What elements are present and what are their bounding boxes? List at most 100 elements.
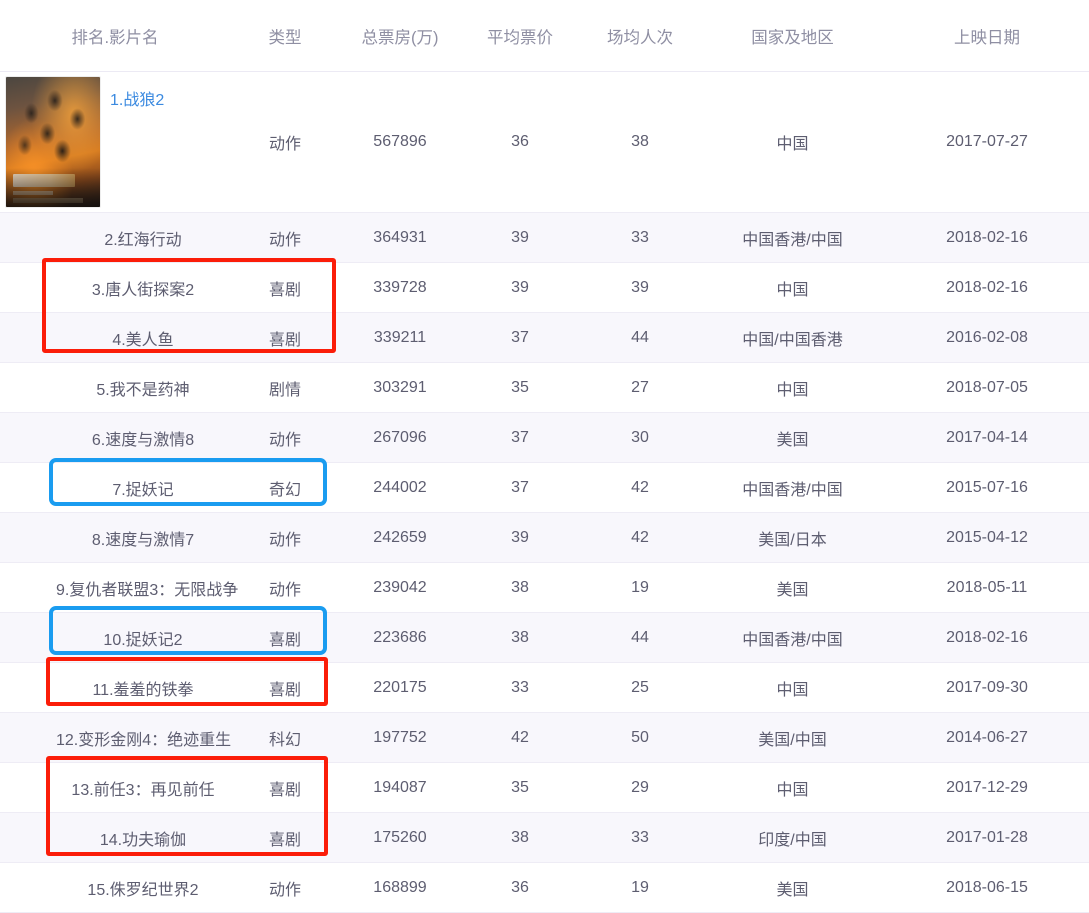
table-row[interactable]: 4.美人鱼 喜剧 339211 37 44 中国/中国香港 2016-02-08: [0, 312, 1089, 363]
table-row[interactable]: 1.战狼2 动作 567896 36 38 中国 2017-07-27: [0, 71, 1089, 213]
cell-release-date: 2016-02-08: [885, 312, 1089, 363]
cell-avg-attendance: 27: [580, 362, 700, 413]
column-header-region[interactable]: 国家及地区: [700, 0, 885, 72]
cell-genre: 喜剧: [230, 312, 340, 363]
column-header-release-date[interactable]: 上映日期: [885, 0, 1089, 72]
cell-genre: 动作: [230, 71, 340, 213]
cell-gross: 339728: [340, 262, 460, 313]
cell-gross: 168899: [340, 862, 460, 913]
poster-title-art: [13, 174, 75, 187]
cell-genre: 动作: [230, 562, 340, 613]
cell-region: 美国/中国: [700, 712, 885, 763]
column-header-avg-attendance[interactable]: 场均人次: [580, 0, 700, 72]
cell-gross: 267096: [340, 412, 460, 463]
cell-region: 中国: [700, 362, 885, 413]
cell-rank-name: 1.战狼2: [0, 71, 230, 213]
cell-gross: 197752: [340, 712, 460, 763]
cell-release-date: 2018-06-15: [885, 862, 1089, 913]
column-header-gross[interactable]: 总票房(万): [340, 0, 460, 72]
cell-rank-name: 13.前任3：再见前任: [0, 762, 230, 813]
cell-avg-price: 39: [460, 512, 580, 563]
cell-gross: 194087: [340, 762, 460, 813]
cell-avg-price: 39: [460, 262, 580, 313]
cell-release-date: 2017-07-27: [885, 71, 1089, 213]
cell-rank-name: 6.速度与激情8: [0, 412, 230, 463]
cell-release-date: 2017-01-28: [885, 812, 1089, 863]
table-row[interactable]: 11.羞羞的铁拳 喜剧 220175 33 25 中国 2017-09-30: [0, 662, 1089, 713]
cell-avg-attendance: 30: [580, 412, 700, 463]
cell-avg-attendance: 33: [580, 812, 700, 863]
poster-subtitle-art-2: [13, 198, 83, 203]
movie-poster-image[interactable]: [6, 77, 100, 207]
table-row[interactable]: 7.捉妖记 奇幻 244002 37 42 中国香港/中国 2015-07-16: [0, 462, 1089, 513]
cell-avg-attendance: 42: [580, 512, 700, 563]
cell-avg-price: 37: [460, 462, 580, 513]
cell-rank-name: 7.捉妖记: [0, 462, 230, 513]
cell-avg-price: 36: [460, 71, 580, 213]
cell-release-date: 2017-04-14: [885, 412, 1089, 463]
cell-release-date: 2018-02-16: [885, 262, 1089, 313]
cell-avg-price: 38: [460, 562, 580, 613]
cell-rank-name: 15.侏罗纪世界2: [0, 862, 230, 913]
column-header-rank-name[interactable]: 排名.影片名: [0, 0, 230, 72]
cell-region: 中国: [700, 662, 885, 713]
table-row[interactable]: 3.唐人街探案2 喜剧 339728 39 39 中国 2018-02-16: [0, 262, 1089, 313]
table-row[interactable]: 10.捉妖记2 喜剧 223686 38 44 中国香港/中国 2018-02-…: [0, 612, 1089, 663]
cell-gross: 239042: [340, 562, 460, 613]
cell-avg-attendance: 25: [580, 662, 700, 713]
cell-gross: 220175: [340, 662, 460, 713]
cell-region: 美国: [700, 412, 885, 463]
cell-rank-name: 10.捉妖记2: [0, 612, 230, 663]
cell-avg-attendance: 50: [580, 712, 700, 763]
cell-region: 中国香港/中国: [700, 212, 885, 263]
cell-region: 中国: [700, 71, 885, 213]
cell-avg-attendance: 33: [580, 212, 700, 263]
film-title-link[interactable]: 1.战狼2: [110, 92, 165, 109]
table-row[interactable]: 14.功夫瑜伽 喜剧 175260 38 33 印度/中国 2017-01-28: [0, 812, 1089, 863]
table-row[interactable]: 13.前任3：再见前任 喜剧 194087 35 29 中国 2017-12-2…: [0, 762, 1089, 813]
cell-genre: 喜剧: [230, 662, 340, 713]
cell-release-date: 2015-04-12: [885, 512, 1089, 563]
table-row[interactable]: 15.侏罗纪世界2 动作 168899 36 19 美国 2018-06-15: [0, 862, 1089, 913]
cell-region: 中国: [700, 762, 885, 813]
cell-avg-price: 37: [460, 312, 580, 363]
table-row[interactable]: 2.红海行动 动作 364931 39 33 中国香港/中国 2018-02-1…: [0, 212, 1089, 263]
cell-rank-name: 12.变形金刚4：绝迹重生: [0, 712, 231, 763]
cell-release-date: 2017-12-29: [885, 762, 1089, 813]
cell-avg-attendance: 19: [580, 562, 700, 613]
table-row[interactable]: 8.速度与激情7 动作 242659 39 42 美国/日本 2015-04-1…: [0, 512, 1089, 563]
table-row[interactable]: 5.我不是药神 剧情 303291 35 27 中国 2018-07-05: [0, 362, 1089, 413]
cell-release-date: 2015-07-16: [885, 462, 1089, 513]
cell-region: 中国: [700, 262, 885, 313]
cell-genre: 剧情: [230, 362, 340, 413]
table-row[interactable]: 6.速度与激情8 动作 267096 37 30 美国 2017-04-14: [0, 412, 1089, 463]
cell-release-date: 2018-02-16: [885, 612, 1089, 663]
cell-avg-price: 37: [460, 412, 580, 463]
cell-rank-name: 14.功夫瑜伽: [0, 812, 230, 863]
table-header-row: 排名.影片名 类型 总票房(万) 平均票价 场均人次 国家及地区 上映日期: [0, 0, 1089, 72]
cell-avg-price: 35: [460, 762, 580, 813]
cell-avg-price: 35: [460, 362, 580, 413]
cell-region: 印度/中国: [700, 812, 885, 863]
cell-avg-price: 39: [460, 212, 580, 263]
cell-genre: 动作: [230, 212, 340, 263]
cell-avg-attendance: 44: [580, 612, 700, 663]
column-header-genre[interactable]: 类型: [230, 0, 340, 72]
table-body: 1.战狼2 动作 567896 36 38 中国 2017-07-27 2.红海…: [0, 71, 1089, 913]
cell-region: 中国/中国香港: [700, 312, 885, 363]
cell-gross: 244002: [340, 462, 460, 513]
cell-gross: 339211: [340, 312, 460, 363]
poster-subtitle-art-1: [13, 191, 53, 195]
cell-region: 美国: [700, 862, 885, 913]
cell-genre: 动作: [230, 862, 340, 913]
cell-release-date: 2017-09-30: [885, 662, 1089, 713]
cell-rank-name: 8.速度与激情7: [0, 512, 230, 563]
table-row[interactable]: 9.复仇者联盟3：无限战争 动作 239042 38 19 美国 2018-05…: [0, 562, 1089, 613]
table-header: 排名.影片名 类型 总票房(万) 平均票价 场均人次 国家及地区 上映日期: [0, 0, 1089, 72]
cell-avg-attendance: 19: [580, 862, 700, 913]
column-header-avg-price[interactable]: 平均票价: [460, 0, 580, 72]
cell-genre: 喜剧: [230, 762, 340, 813]
table-row[interactable]: 12.变形金刚4：绝迹重生 科幻 197752 42 50 美国/中国 2014…: [0, 712, 1089, 763]
cell-rank-name: 5.我不是药神: [0, 362, 230, 413]
